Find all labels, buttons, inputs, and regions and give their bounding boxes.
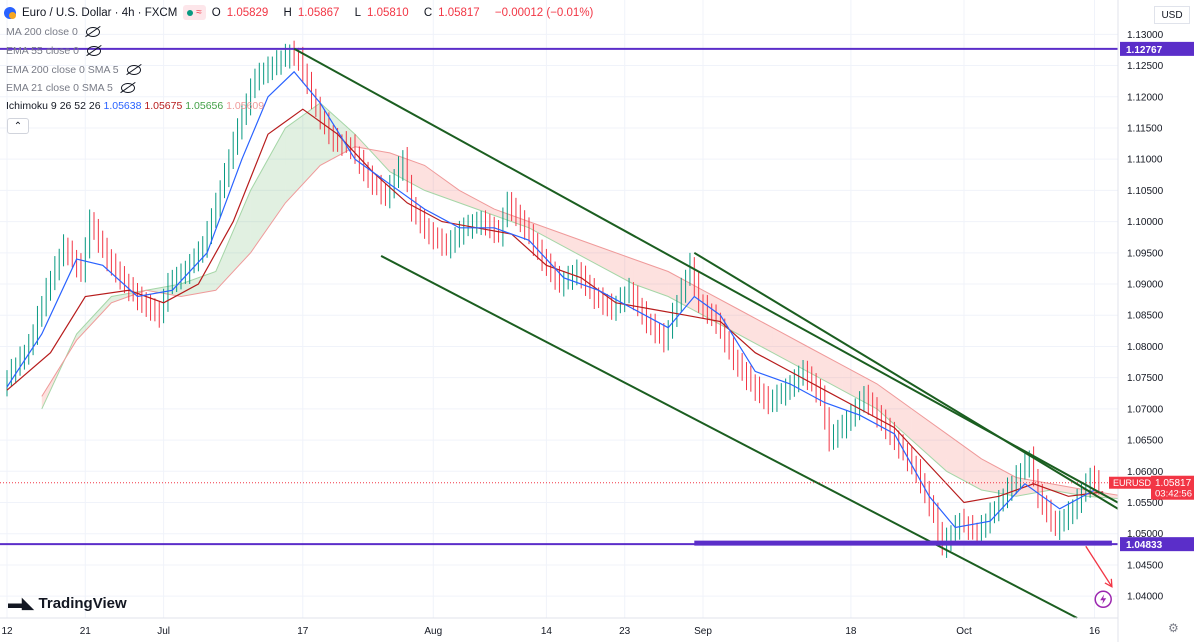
cloud-segment <box>877 383 912 441</box>
cloud-segment <box>215 190 251 291</box>
x-tick-label: Sep <box>694 626 712 637</box>
indicator-ma200[interactable]: MA 200 close 0 <box>6 26 100 38</box>
x-tick-label: 17 <box>297 626 309 637</box>
chart-lines <box>0 40 1118 558</box>
cloud-segment <box>424 165 460 203</box>
senkou-span-b <box>41 146 1156 497</box>
trend-line[interactable] <box>293 47 1194 571</box>
lightning-icon <box>1100 594 1107 605</box>
y-tick-label: 1.13000 <box>1127 30 1164 41</box>
grid-lines <box>0 0 1118 618</box>
trend-line[interactable] <box>380 255 1078 619</box>
countdown-label: 03:42:56 <box>1155 489 1192 500</box>
x-tick-label: 18 <box>845 626 857 637</box>
cloud-segment <box>1016 477 1051 497</box>
price-axis[interactable] <box>1118 0 1194 642</box>
last-price-box <box>1151 475 1194 500</box>
drawings[interactable] <box>0 47 1194 619</box>
y-tick-label: 1.06000 <box>1127 467 1164 478</box>
y-tick-label: 1.11500 <box>1127 123 1163 134</box>
y-tick-label: 1.04500 <box>1127 560 1164 571</box>
y-tick-label: 1.11000 <box>1127 155 1163 166</box>
y-tick-label: 1.10000 <box>1127 217 1164 228</box>
indicator-ema55[interactable]: EMA 55 close 0 <box>6 45 101 57</box>
last-price-label: 1.05817 <box>1155 478 1192 489</box>
indicator-ema200[interactable]: EMA 200 close 0 SMA 5 <box>6 64 141 76</box>
forecast-arrow-head <box>1104 578 1113 588</box>
eye-hidden-icon[interactable] <box>86 46 101 56</box>
price-level-label: 1.04833 <box>1126 540 1163 551</box>
y-tick-label: 1.04000 <box>1127 592 1164 603</box>
price-level-box <box>1120 537 1194 552</box>
collapse-legend-button[interactable]: ⌃ <box>7 118 29 134</box>
chart-header: Euro / U.S. Dollar · 4h · FXCM ≈ O 1.0582… <box>4 5 599 20</box>
senkou-span-a <box>41 102 1156 500</box>
x-tick-label: Aug <box>424 626 442 637</box>
symbol-tag-box <box>1109 476 1151 489</box>
currency-selector[interactable]: USD <box>1154 6 1190 24</box>
cloud-segment <box>529 221 564 247</box>
change-value: −0.00012 (−0.01%) <box>494 6 594 19</box>
y-tick-label: 1.05000 <box>1127 529 1164 540</box>
tradingview-logo[interactable]: ▬◣ TradingView <box>8 594 127 613</box>
trend-line[interactable] <box>693 251 1191 554</box>
cloud-segment <box>737 309 773 353</box>
settings-gear-icon[interactable]: ⚙ <box>1168 621 1179 635</box>
eurusd-flag-icon <box>4 6 16 19</box>
cloud-segment <box>76 296 112 341</box>
y-tick-label: 1.09500 <box>1127 248 1164 259</box>
cloud-segment <box>946 433 982 491</box>
ohlc-values: O 1.05829 H 1.05867 L 1.05810 C 1.05817 −0.0… <box>211 6 594 19</box>
symbol-title[interactable]: Euro / U.S. Dollar · 4h · FXCM <box>22 6 178 19</box>
cloud-segment <box>598 246 634 285</box>
indicator-ichimoku[interactable]: Ichimoku 9 26 52 26 1.05638 1.05675 1.05… <box>6 100 265 112</box>
cloud-segment <box>807 346 843 391</box>
cloud-segment <box>911 408 947 472</box>
cloud-segment <box>250 127 286 253</box>
cloud-segment <box>285 103 321 203</box>
x-tick-label: 12 <box>1 626 13 637</box>
x-tick-label: 14 <box>541 626 553 637</box>
y-tick-label: 1.05500 <box>1127 498 1164 509</box>
eye-hidden-icon[interactable] <box>126 65 141 75</box>
eye-hidden-icon[interactable] <box>120 83 135 93</box>
y-tick-label: 1.08500 <box>1127 311 1164 322</box>
cloud-segment <box>772 327 808 372</box>
tenkan-sen-line <box>6 70 1104 529</box>
x-tick-label: 21 <box>80 626 92 637</box>
y-tick-label: 1.12000 <box>1127 92 1164 103</box>
cloud-segment <box>459 190 495 216</box>
price-level-box <box>1120 41 1194 56</box>
tradingview-mark-icon: ▬◣ <box>8 595 34 612</box>
cloud-segment <box>703 290 738 334</box>
price-level-label: 1.12767 <box>1126 45 1163 56</box>
x-tick-label: Oct <box>956 626 972 637</box>
y-tick-label: 1.07000 <box>1127 404 1164 415</box>
cloud-segment <box>563 234 599 266</box>
x-tick-label: 23 <box>619 626 631 637</box>
y-tick-label: 1.10500 <box>1127 186 1164 197</box>
eye-hidden-icon[interactable] <box>85 27 100 37</box>
x-tick-label: 16 <box>1089 626 1101 637</box>
y-tick-label: 1.07500 <box>1127 373 1164 384</box>
market-status-button[interactable]: ≈ <box>183 5 206 20</box>
y-tick-label: 1.06500 <box>1127 436 1164 447</box>
symbol-tag-label: EURUSD <box>1113 478 1152 488</box>
forecast-arrow[interactable] <box>1085 545 1113 588</box>
cloud-segment <box>633 259 669 297</box>
y-tick-label: 1.09000 <box>1127 280 1164 291</box>
y-tick-label: 1.12500 <box>1127 61 1164 72</box>
y-tick-label: 1.08000 <box>1127 342 1164 353</box>
indicator-ema21[interactable]: EMA 21 close 0 SMA 5 <box>6 82 135 94</box>
x-tick-label: Jul <box>157 626 170 637</box>
market-open-icon <box>187 9 194 16</box>
kijun-sen-line <box>6 108 1104 504</box>
